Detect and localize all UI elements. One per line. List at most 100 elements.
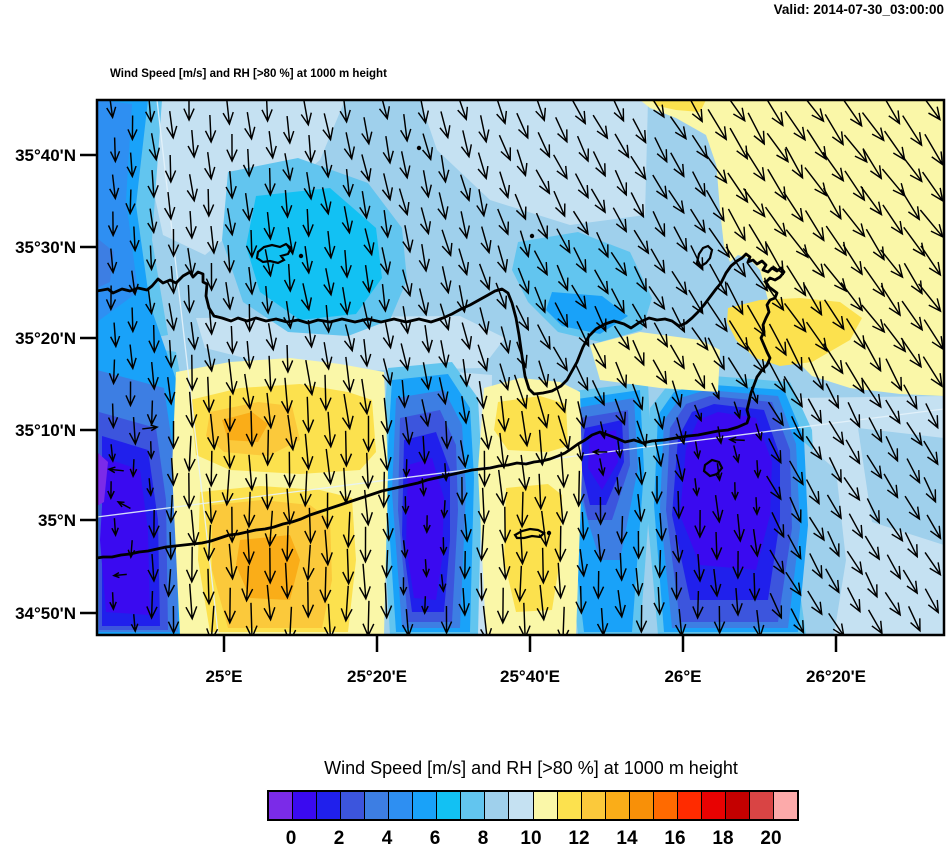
wind-arrow	[186, 174, 199, 203]
wind-arrow	[423, 515, 431, 534]
wind-arrow	[164, 339, 177, 369]
wind-arrow	[576, 443, 585, 462]
wind-arrow	[422, 559, 430, 578]
wind-arrow	[125, 189, 136, 216]
wind-arrows-layer	[105, 100, 944, 635]
wind-arrow	[827, 530, 840, 558]
wind-arrow	[785, 229, 809, 259]
wind-arrow	[280, 562, 293, 600]
wind-arrow	[840, 282, 864, 312]
wind-arrow	[670, 571, 683, 601]
wind-arrow	[924, 133, 944, 167]
wind-arrow	[125, 381, 136, 408]
wind-arrow	[672, 490, 685, 520]
colorbar-cell	[389, 792, 414, 819]
contour-region	[710, 100, 944, 396]
wind-arrow	[691, 327, 709, 352]
wind-arrow	[342, 356, 355, 394]
wind-arrow	[339, 467, 352, 505]
wind-arrow	[614, 398, 627, 426]
wind-arrow	[514, 193, 527, 221]
wind-arrow	[918, 100, 941, 121]
wind-arrow	[537, 547, 550, 585]
wind-arrow	[592, 570, 605, 600]
wind-arrow	[226, 133, 238, 163]
wind-arrow	[885, 435, 899, 463]
wind-arrow	[590, 188, 606, 214]
wind-arrow	[282, 488, 295, 526]
wind-arrow	[263, 392, 276, 430]
colorbar-cell	[533, 792, 558, 819]
wind-arrow	[885, 358, 903, 392]
x-axis-label: 25°E	[205, 667, 242, 686]
colorbar-cell	[293, 792, 318, 819]
wind-arrow	[400, 540, 409, 559]
wind-arrow	[753, 610, 765, 635]
wind-arrow	[440, 605, 453, 635]
wind-arrow	[653, 322, 669, 348]
wind-arrow	[844, 170, 866, 202]
wind-arrow	[499, 171, 511, 200]
wind-arrow	[574, 173, 589, 200]
wind-arrow	[688, 289, 704, 315]
wind-arrow	[419, 478, 427, 497]
wind-arrow	[692, 478, 700, 497]
wind-arrow	[380, 210, 392, 239]
wind-arrow	[343, 324, 356, 353]
wind-arrow	[592, 151, 606, 178]
wind-arrow	[323, 603, 336, 635]
colorbar-cell	[653, 792, 678, 819]
wind-arrow	[648, 286, 666, 311]
wind-arrow	[147, 553, 159, 583]
wind-arrow	[846, 550, 864, 576]
wind-arrow	[362, 415, 375, 453]
wind-arrow	[693, 441, 702, 460]
valid-timestamp: Valid: 2014-07-30_03:00:00	[773, 2, 944, 17]
wind-arrow	[359, 526, 372, 564]
wind-arrow	[107, 248, 118, 275]
wind-arrow	[845, 439, 861, 465]
wind-arrow	[823, 343, 844, 375]
wind-arrow	[865, 228, 885, 262]
wind-arrow	[342, 168, 354, 198]
wind-arrow	[285, 414, 298, 452]
wind-arrow	[204, 152, 216, 181]
colorbar-tick-label: 14	[616, 828, 638, 849]
wind-arrow	[419, 399, 432, 428]
wind-arrow	[848, 513, 864, 539]
wind-arrow	[261, 429, 274, 467]
wind-arrow	[165, 494, 178, 524]
wind-arrow	[245, 410, 258, 448]
wind-arrow	[807, 357, 824, 391]
wind-arrow	[109, 592, 117, 611]
wind-arrow	[323, 448, 336, 486]
wind-arrow	[594, 305, 607, 333]
wind-arrow	[399, 343, 411, 372]
colorbar	[267, 790, 799, 821]
wind-arrow	[111, 518, 119, 537]
wind-arrow	[653, 402, 666, 431]
wind-arrow	[841, 100, 863, 128]
contour-layer	[97, 100, 944, 635]
wind-arrow	[648, 100, 665, 119]
wind-arrow	[886, 518, 904, 543]
wind-arrow	[381, 549, 393, 579]
wind-arrow	[242, 528, 255, 566]
wind-arrow	[107, 481, 115, 500]
wind-arrow	[516, 491, 529, 529]
wind-arrow	[694, 509, 706, 539]
wind-arrow	[402, 417, 414, 446]
colorbar-cell	[701, 792, 726, 819]
wind-arrow	[723, 100, 746, 123]
wind-arrow	[864, 571, 878, 599]
wind-arrow	[319, 566, 332, 604]
x-axis-label: 26°20'E	[806, 667, 866, 686]
wind-arrow	[671, 535, 684, 564]
wind-arrow	[300, 283, 313, 312]
wind-arrow	[783, 303, 807, 333]
wind-arrow	[265, 323, 278, 352]
wind-arrow	[458, 211, 471, 240]
wind-arrow	[668, 189, 685, 215]
wind-arrow	[842, 208, 866, 238]
colorbar-cell	[317, 792, 342, 819]
